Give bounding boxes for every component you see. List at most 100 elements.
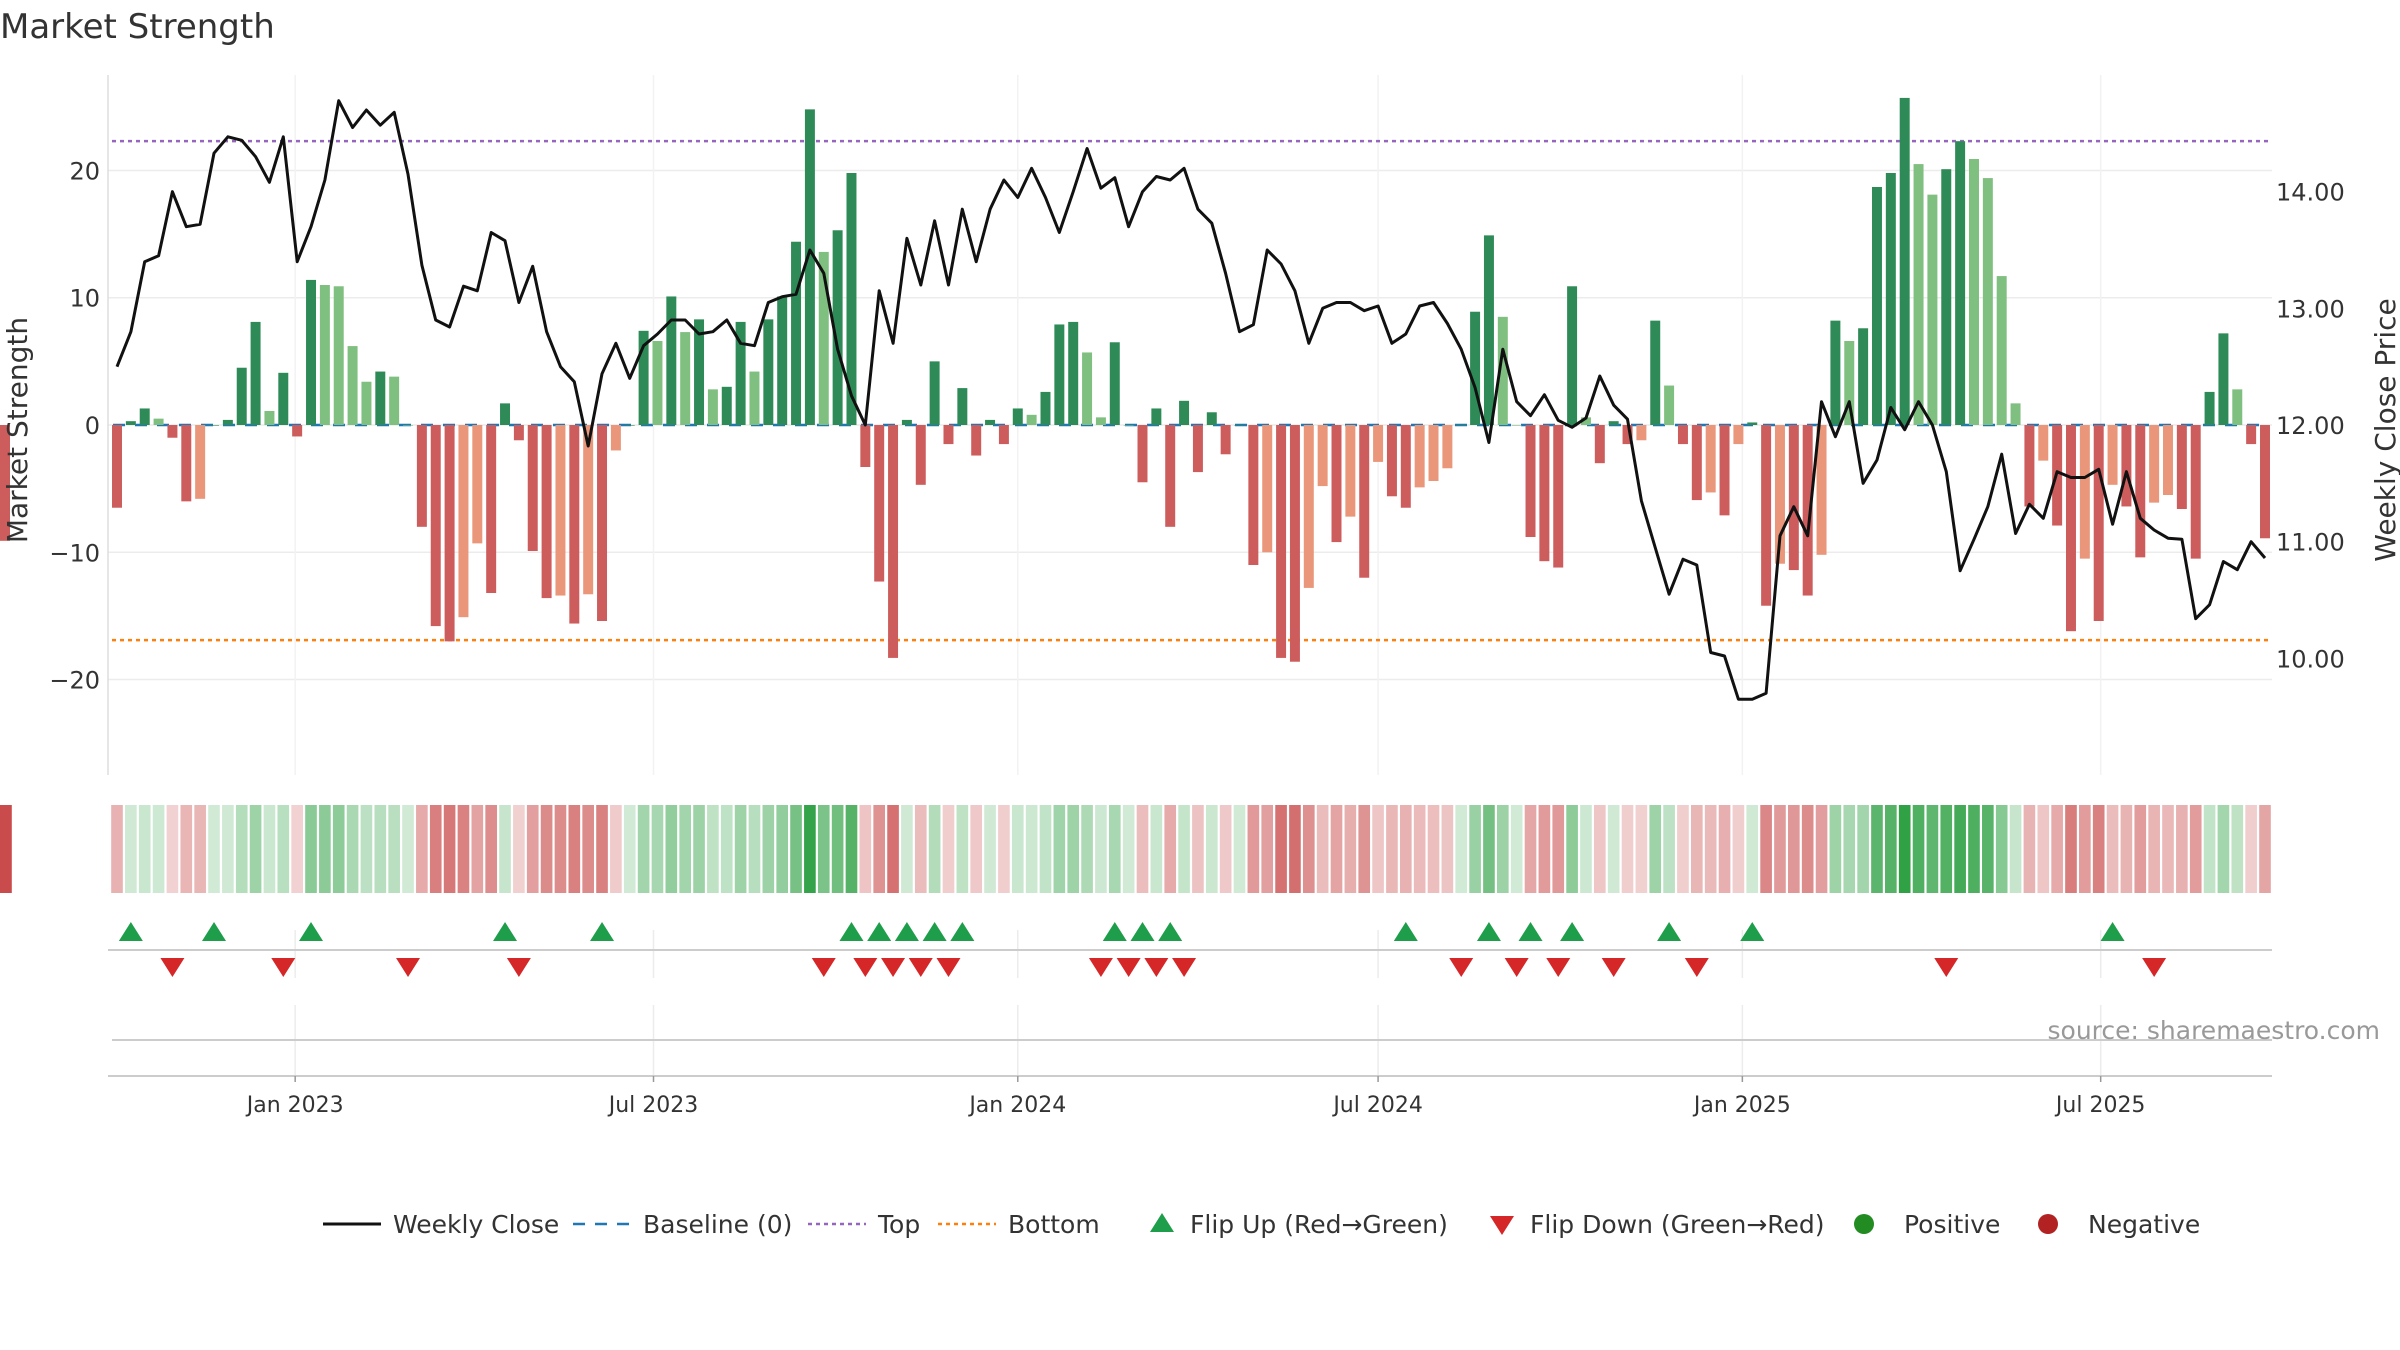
x-tick-label: Jan 2023 [245, 1093, 344, 1118]
legend-label: Top [877, 1210, 920, 1239]
flip-down-marker [2142, 958, 2167, 977]
heat-cell [1995, 805, 2008, 893]
heat-cell [859, 805, 872, 893]
heat-cell [1344, 805, 1357, 893]
flip-up-marker [1560, 922, 1585, 941]
heat-cell [956, 805, 969, 893]
strength-bar [444, 425, 455, 642]
legend-swatch-positive [1854, 1214, 1874, 1234]
strength-bar [430, 425, 441, 627]
heat-cell [388, 805, 400, 893]
heat-cell [1566, 805, 1578, 893]
strength-bar [1816, 425, 1827, 555]
strength-bar [1386, 425, 1397, 497]
heat-cell [845, 805, 858, 893]
legend-item: Negative [2038, 1210, 2200, 1239]
strength-bar [2010, 403, 2021, 425]
heat-cell [1164, 805, 1177, 893]
heat-cell [1233, 805, 1246, 893]
strength-bar [250, 321, 261, 425]
heat-cell [1219, 805, 1232, 893]
strength-bar [583, 425, 594, 595]
strength-bar [1747, 422, 1758, 425]
strength-bar [1303, 425, 1314, 588]
strength-bar [1414, 425, 1425, 488]
strength-bar [389, 376, 400, 425]
strength-bar [125, 421, 136, 425]
strength-bar [1400, 425, 1411, 508]
strength-bar [2232, 389, 2243, 425]
strength-bar [1068, 321, 1079, 425]
strength-bar [1927, 194, 1938, 425]
heat-cell [942, 805, 955, 893]
heat-cell [1635, 805, 1648, 893]
heat-cell [1732, 805, 1745, 893]
strength-bar [971, 425, 982, 456]
strength-bar [2149, 425, 2160, 503]
strength-bar [0, 425, 10, 540]
strength-bar [1622, 425, 1633, 445]
strength-bar [416, 425, 427, 527]
strength-bar [1095, 417, 1106, 425]
chart-title: Market Strength [0, 7, 275, 47]
strength-bar [2163, 425, 2173, 495]
heat-cell [2037, 805, 2050, 893]
flip-up-marker [1158, 922, 1183, 941]
heat-cell [1469, 805, 1481, 893]
strength-bar [1248, 425, 1259, 565]
legend-item: Baseline (0) [573, 1210, 792, 1239]
strength-bar [943, 425, 954, 445]
heat-cell [582, 805, 594, 893]
strength-bar [2218, 333, 2229, 425]
strength-bar [1664, 385, 1675, 425]
flip-down-marker [271, 958, 296, 977]
flip-up-marker [2100, 922, 2125, 941]
strength-bar [1733, 425, 1744, 445]
x-tick-label: Jul 2023 [607, 1093, 699, 1118]
heat-cell [970, 805, 983, 893]
flip-down-marker [1172, 958, 1197, 977]
strength-bar [1774, 425, 1785, 564]
heat-cell [1677, 805, 1689, 893]
heat-cell [235, 805, 248, 893]
strength-bar [2121, 425, 2132, 507]
right-y-axis: 14.00 13.00 12.00 11.00 10.00 [2276, 179, 2345, 674]
strength-bar [666, 296, 677, 425]
heat-cell [1885, 805, 1897, 893]
heat-cell [1538, 805, 1551, 893]
heat-cell [623, 805, 636, 893]
flip-up-marker [839, 922, 864, 941]
strength-bar [1871, 187, 1882, 425]
heat-cell [111, 805, 123, 893]
strength-bar [915, 425, 926, 485]
heat-cell [720, 805, 733, 893]
heat-cell [1025, 805, 1038, 893]
heat-cell [1095, 805, 1107, 893]
heat-cell [249, 805, 262, 893]
strength-bar [2135, 425, 2146, 558]
x-tick-label: Jul 2024 [1331, 1093, 1423, 1118]
strength-bar [1109, 342, 1120, 425]
heat-cell [2176, 805, 2188, 893]
heat-cell [1178, 805, 1190, 893]
flip-up-marker [118, 922, 143, 941]
heat-cell [887, 805, 899, 893]
heat-cell [1358, 805, 1371, 893]
strength-bar [1705, 425, 1716, 493]
heat-cell [693, 805, 705, 893]
heat-cell [2120, 805, 2133, 893]
heat-cell [901, 805, 913, 893]
strength-bar [1054, 324, 1065, 425]
strength-bar [1941, 169, 1952, 425]
flip-up-marker [922, 922, 947, 941]
strength-bar [1553, 425, 1564, 568]
flip-up-marker [867, 922, 892, 941]
heat-cell [1704, 805, 1717, 893]
heat-cell [374, 805, 387, 893]
strength-bar [860, 425, 871, 467]
heat-cell [1302, 805, 1315, 893]
strength-bar [2107, 425, 2118, 485]
strength-bar [1483, 235, 1494, 425]
heat-cell [1968, 805, 1980, 893]
heat-cell [1039, 805, 1052, 893]
